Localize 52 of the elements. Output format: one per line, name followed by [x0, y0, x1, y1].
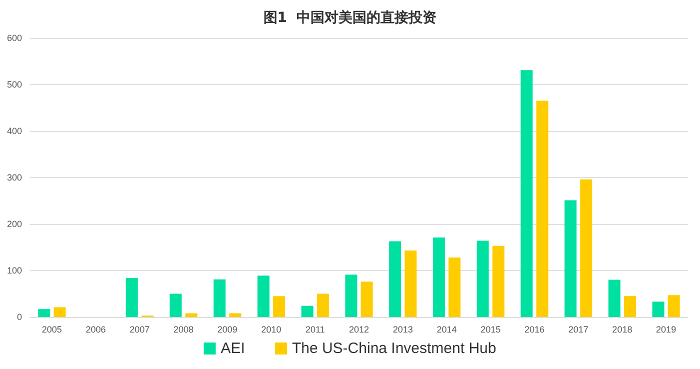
bar [229, 313, 242, 317]
bar [301, 306, 314, 317]
bar [185, 313, 198, 317]
bar [624, 296, 636, 317]
x-tick-label: 2019 [656, 324, 676, 334]
x-tick-label: 2014 [436, 324, 457, 334]
y-tick-label: 200 [6, 219, 22, 229]
bar [536, 100, 548, 317]
bar [389, 241, 402, 317]
bar [257, 276, 270, 317]
x-tick-label: 2011 [305, 324, 325, 334]
bar [564, 200, 577, 317]
bar [214, 279, 226, 317]
x-tick-label: 2005 [42, 324, 62, 334]
bar [316, 294, 329, 317]
x-tick-label: 2016 [524, 324, 544, 334]
x-tick-label: 2010 [261, 324, 282, 334]
x-tick-label: 2007 [130, 324, 150, 334]
bar [668, 295, 680, 317]
bar [126, 278, 138, 317]
bar [345, 274, 358, 317]
x-tick-label: 2012 [348, 324, 370, 334]
bar [170, 294, 182, 317]
bar [580, 179, 592, 317]
bar [652, 302, 664, 317]
x-tick-label: 2017 [568, 324, 588, 334]
y-tick-label: 100 [6, 266, 22, 276]
y-tick-label: 500 [6, 80, 22, 90]
bar [54, 307, 66, 317]
y-tick-label: 400 [6, 126, 22, 136]
bar [38, 309, 50, 317]
y-tick-label: 300 [6, 172, 22, 182]
y-tick-label: 600 [6, 33, 22, 43]
x-tick-label: 2009 [217, 324, 238, 334]
bar [360, 282, 373, 317]
bar [273, 296, 286, 317]
bar [404, 250, 417, 317]
bar [476, 240, 489, 317]
x-tick-label: 2015 [480, 324, 501, 334]
chart-title: 图1 中国对美国的直接投资 [263, 9, 437, 26]
y-tick-label: 0 [16, 312, 22, 322]
x-tick-label: 2013 [392, 324, 413, 334]
legend-label: AEI [220, 340, 245, 357]
x-tick-label: 2008 [174, 324, 194, 334]
bar [432, 237, 445, 317]
bar [520, 70, 533, 317]
bar [448, 257, 461, 317]
bar [608, 280, 620, 317]
bar [492, 246, 504, 317]
x-tick-label: 2006 [86, 324, 106, 334]
x-tick-label: 2018 [612, 324, 632, 334]
legend-label: The US-China Investment Hub [292, 340, 496, 357]
